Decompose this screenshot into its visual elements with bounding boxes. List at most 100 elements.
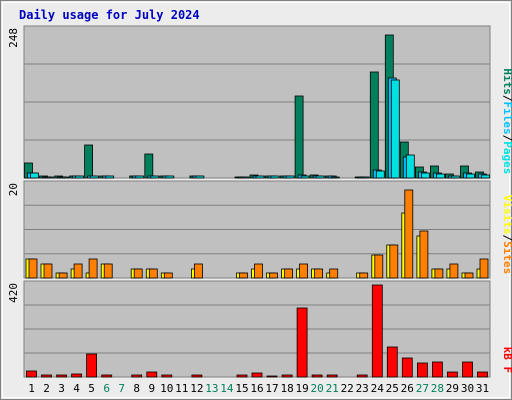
day-label-14: 14 <box>220 382 234 395</box>
bar-pages-day-29 <box>450 175 460 179</box>
bar-pages-day-6 <box>105 175 115 179</box>
bar-sites-day-16 <box>254 263 263 279</box>
bar-pages-day-5 <box>90 175 99 179</box>
bar-sites-day-3 <box>58 272 68 279</box>
bar-sites-day-27 <box>419 230 429 279</box>
day-label-27: 27 <box>416 382 429 395</box>
chart-title: Daily usage for July 2024 <box>19 8 200 22</box>
bar-pages-day-8 <box>135 175 145 179</box>
y-max-label: 248 <box>7 28 20 48</box>
day-label-1: 1 <box>28 382 35 395</box>
bar-pages-day-26 <box>405 154 415 179</box>
bar-pages-day-9 <box>150 175 160 179</box>
bar-pages-day-18 <box>285 175 295 179</box>
day-label-20: 20 <box>310 382 323 395</box>
day-label-21: 21 <box>326 382 339 395</box>
day-label-9: 9 <box>148 382 155 395</box>
bar-pages-day-23 <box>360 176 370 179</box>
bar-kb-f-day-24 <box>371 284 383 378</box>
day-label-24: 24 <box>371 382 385 395</box>
day-label-4: 4 <box>73 382 80 395</box>
bar-pages-day-21 <box>330 176 340 179</box>
bar-sites-day-9 <box>148 268 158 279</box>
bar-kb-f-day-16 <box>251 372 263 378</box>
day-label-3: 3 <box>58 382 65 395</box>
day-labels: 1 2 3 4 5 6 7 8 9 10 11 12 13 14 15 16 17 18 19 20 21 22 23 24 2… <box>28 382 489 395</box>
bar-pages-day-28 <box>435 173 445 179</box>
bar-pages-day-19 <box>300 175 310 179</box>
legend-entry: Visits <box>501 195 512 235</box>
bar-hits-day-19 <box>294 95 304 179</box>
bar-kb-f-day-15 <box>236 374 248 378</box>
legend: kB F <box>501 347 512 374</box>
bar-kb-f-day-31 <box>477 371 488 378</box>
bar-sites-day-6 <box>103 263 113 279</box>
bar-kb-f-day-3 <box>56 374 67 378</box>
bar-kb-f-day-8 <box>131 374 143 378</box>
bar-pages-day-3 <box>60 176 69 179</box>
bar-kb-f-day-1 <box>26 370 37 378</box>
bar-sites-day-25 <box>389 244 399 279</box>
bar-kb-f-day-2 <box>41 374 52 378</box>
bar-pages-day-31 <box>481 174 490 179</box>
day-label-5: 5 <box>88 382 95 395</box>
bar-kb-f-day-20 <box>311 374 323 378</box>
bar-kb-f-day-4 <box>71 373 82 378</box>
bar-sites-day-23 <box>359 272 369 279</box>
panel-visits-sites: 20 Visits/Sites <box>7 180 512 279</box>
day-label-22: 22 <box>341 382 354 395</box>
day-label-19: 19 <box>295 382 308 395</box>
bar-sites-day-1 <box>28 258 38 279</box>
bar-pages-day-12 <box>195 175 205 179</box>
bar-kb-f-day-23 <box>356 374 368 378</box>
day-label-17: 17 <box>265 382 278 395</box>
bar-kb-f-day-5 <box>86 353 97 378</box>
legend-separator: / <box>501 135 512 142</box>
legend-entry: Sites <box>501 241 512 274</box>
bar-sites-day-24 <box>374 254 384 279</box>
legend-separator: / <box>501 95 512 102</box>
legend-separator: / <box>501 235 512 242</box>
legend-entry: kB F <box>501 347 512 374</box>
bar-sites-day-30 <box>464 272 474 279</box>
bar-sites-day-20 <box>314 268 324 279</box>
day-label-16: 16 <box>250 382 263 395</box>
bar-pages-day-2 <box>45 176 54 179</box>
bar-pages-day-16 <box>255 175 265 179</box>
day-label-10: 10 <box>160 382 173 395</box>
bar-pages-day-20 <box>315 175 325 179</box>
y-max-label: 20 <box>7 183 20 196</box>
day-label-25: 25 <box>386 382 399 395</box>
day-label-31: 31 <box>476 382 489 395</box>
legend: Hits/Files/Pages <box>501 68 512 174</box>
bar-hits-day-5 <box>84 144 93 179</box>
day-label-11: 11 <box>175 382 188 395</box>
day-label-26: 26 <box>401 382 414 395</box>
day-label-6: 6 <box>103 382 110 395</box>
bar-sites-day-12 <box>193 263 203 279</box>
legend-entry: Pages <box>501 141 512 174</box>
day-label-18: 18 <box>280 382 293 395</box>
day-label-30: 30 <box>461 382 474 395</box>
bar-pages-day-30 <box>466 173 475 179</box>
day-label-7: 7 <box>118 382 125 395</box>
bar-pages-day-1 <box>30 172 39 179</box>
bar-kb-f-day-17 <box>266 375 278 378</box>
bar-kb-f-day-27 <box>416 362 428 378</box>
legend-entry: Hits <box>501 68 512 95</box>
bar-pages-day-17 <box>270 175 280 179</box>
legend-entry: Files <box>501 102 512 135</box>
bar-sites-day-28 <box>434 268 444 279</box>
day-label-15: 15 <box>235 382 248 395</box>
bar-pages-day-27 <box>420 172 430 179</box>
bar-sites-day-10 <box>163 272 173 279</box>
bar-sites-day-29 <box>449 263 459 279</box>
bar-pages-day-25 <box>390 79 400 179</box>
bar-sites-day-26 <box>404 189 414 279</box>
bar-hits-day-24 <box>369 71 379 179</box>
bar-pages-day-4 <box>75 175 84 179</box>
